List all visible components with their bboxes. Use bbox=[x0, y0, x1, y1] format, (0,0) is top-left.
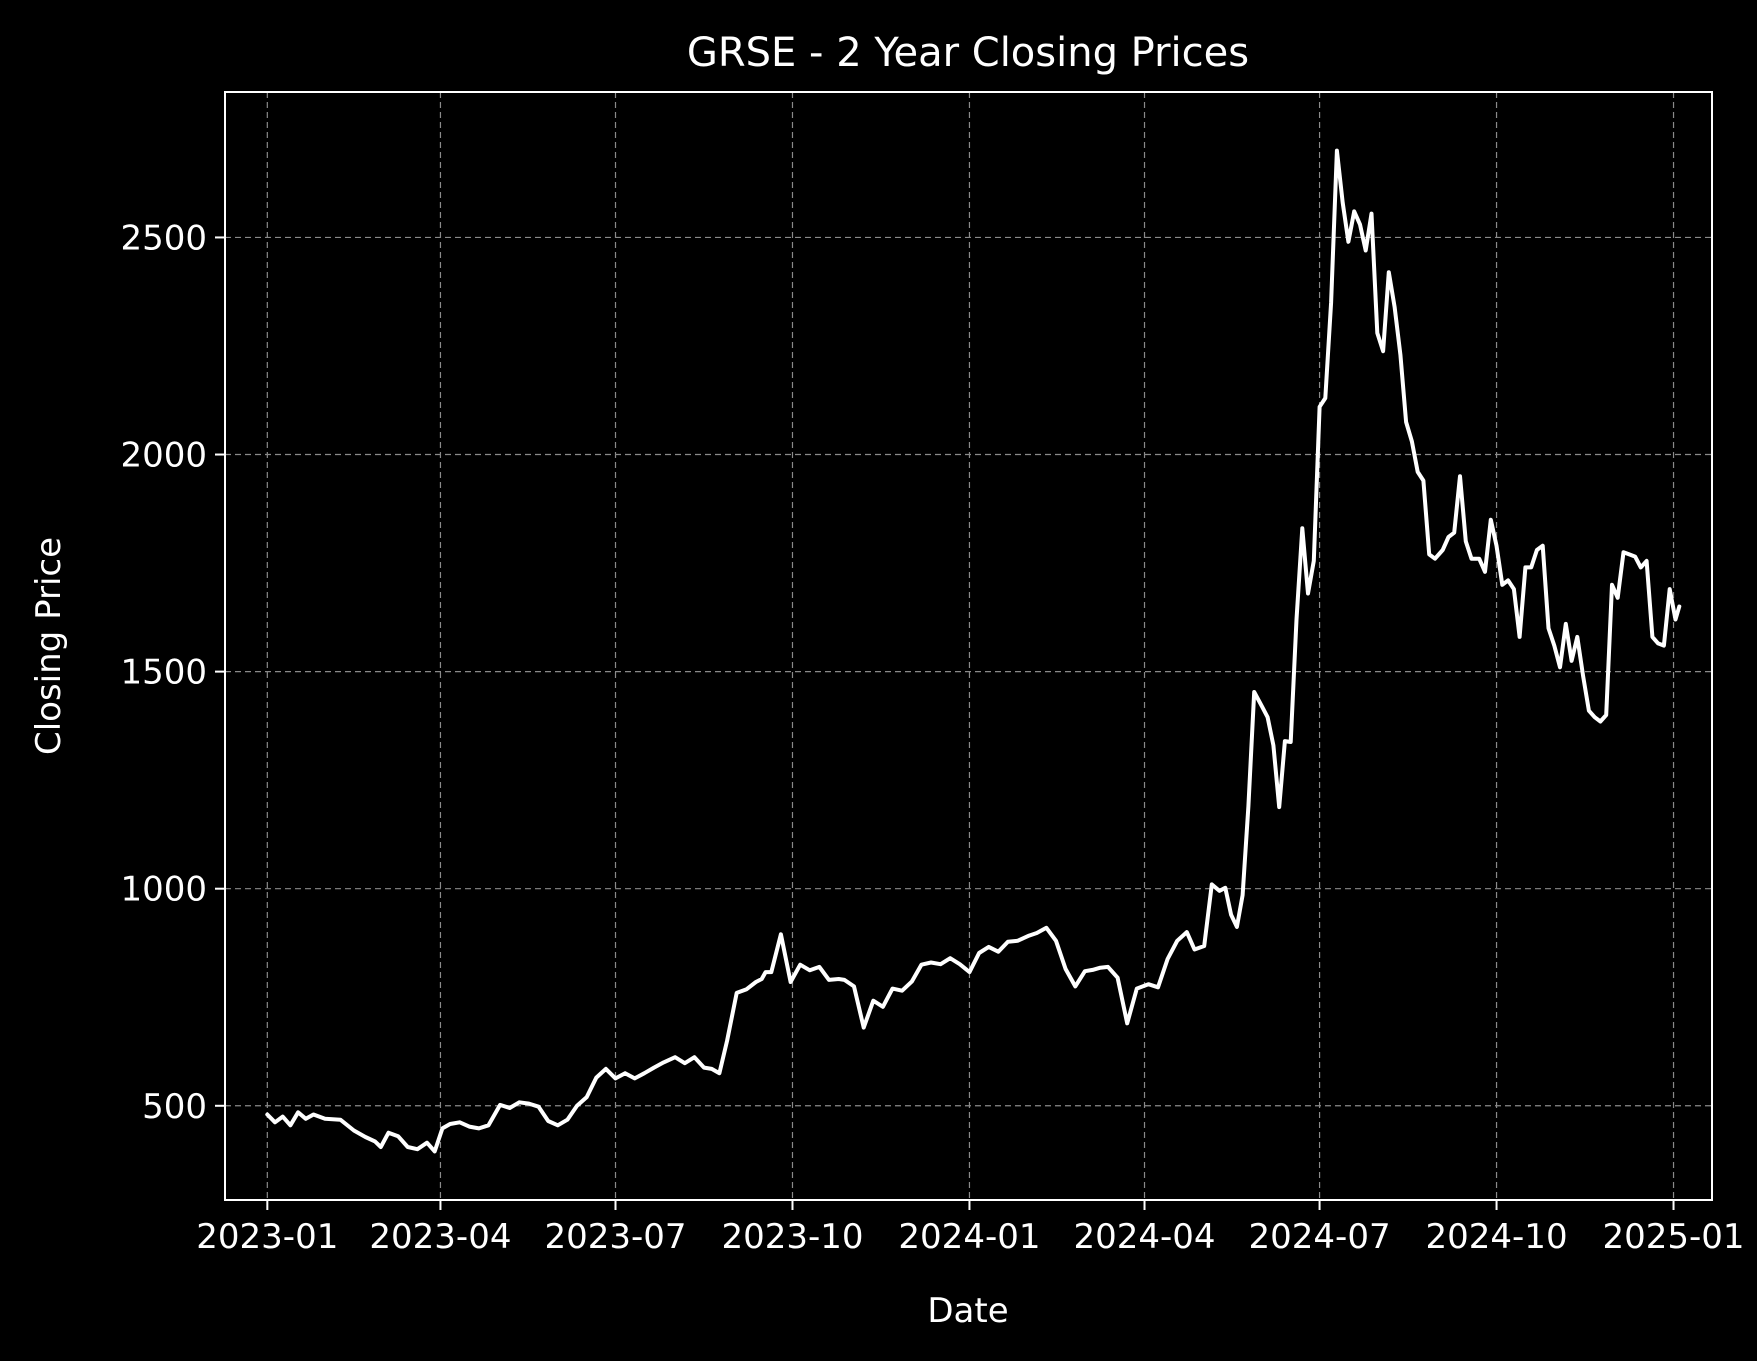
grid-lines bbox=[225, 92, 1712, 1200]
x-tick-label: 2024-10 bbox=[1426, 1217, 1568, 1257]
x-tick-label: 2024-07 bbox=[1249, 1217, 1391, 1257]
x-tick-label: 2023-10 bbox=[721, 1217, 863, 1257]
y-axis-label: Closing Price bbox=[29, 537, 69, 755]
x-tick-label: 2023-04 bbox=[369, 1217, 511, 1257]
x-tick-label: 2023-01 bbox=[196, 1217, 338, 1257]
closing-price-line bbox=[265, 148, 1682, 1154]
x-tick-label: 2025-01 bbox=[1602, 1217, 1744, 1257]
y-tick-label: 1500 bbox=[120, 653, 207, 693]
y-tick-label: 1000 bbox=[120, 870, 207, 910]
y-tick-label: 2000 bbox=[120, 436, 207, 476]
y-tick-label: 2500 bbox=[120, 218, 207, 258]
x-tick-label: 2023-07 bbox=[544, 1217, 686, 1257]
chart-title: GRSE - 2 Year Closing Prices bbox=[687, 30, 1249, 76]
y-tick-label: 500 bbox=[142, 1087, 207, 1127]
axis-ticks: 2023-01 2023-04 2023-07 2023-10 2024-01 2024-… bbox=[120, 218, 1744, 1257]
x-tick-label: 2024-01 bbox=[898, 1217, 1040, 1257]
x-tick-label: 2024-04 bbox=[1073, 1217, 1215, 1257]
x-axis-label: Date bbox=[927, 1291, 1008, 1331]
series-group bbox=[265, 148, 1682, 1154]
